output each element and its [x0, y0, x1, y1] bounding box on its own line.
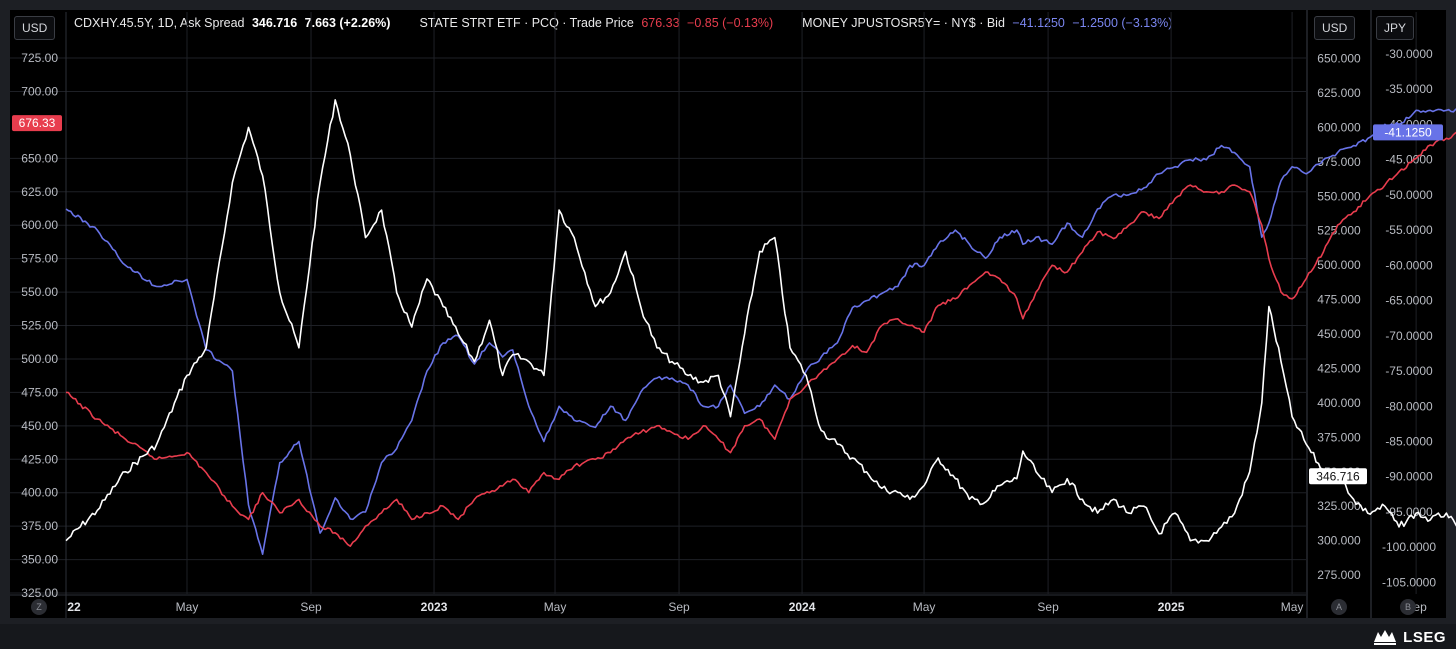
right-axis-usd-panel[interactable]: USD [1308, 10, 1370, 618]
series-line-cdxhy-spread [65, 99, 1456, 544]
jpy-current-value-tag-bg [1373, 124, 1443, 141]
right-axis-jpy-tick-label: -100.0000 [1382, 540, 1436, 554]
right-axis-jpy-tick-label: -95.0000 [1385, 505, 1433, 519]
series3-value: −41.1250 [1012, 16, 1065, 30]
left-current-value-tag-bg [12, 115, 62, 132]
series2-name[interactable]: STATE STRT ETF · PCQ · Trade Price [419, 16, 634, 30]
right-axis-jpy-tick-label: -70.0000 [1385, 329, 1433, 343]
left-axis-tick-label: 450.00 [21, 419, 58, 433]
right-axis-jpy-tick-label: -80.0000 [1385, 399, 1433, 413]
right-axis-jpy-tick-label: -105.0000 [1382, 575, 1436, 589]
series2-change: −0.85 (−0.13%) [687, 16, 774, 30]
left-axis-tick-label: 325.00 [21, 586, 58, 600]
left-axis-tick-label: 550.00 [21, 285, 58, 299]
right-axis-usd-tick-label: 625.000 [1317, 86, 1361, 100]
right-axis-jpy-tick-label: -60.0000 [1385, 258, 1433, 272]
series2-value: 676.33 [641, 16, 680, 30]
right-axis-usd-tick-label: 400.000 [1317, 396, 1361, 410]
right-axis-usd-tick-label: 500.000 [1317, 258, 1361, 272]
x-axis-tick-label: May [1281, 600, 1304, 614]
x-axis-tick-label: May [176, 600, 199, 614]
b-button[interactable]: B [1400, 599, 1416, 615]
x-axis-tick-label: Sep [668, 600, 690, 614]
jpy-current-value-tag: -41.1250 [1384, 125, 1432, 139]
right-axis-usd-tick-label: 525.000 [1317, 224, 1361, 238]
right-axis-usd-tick-label: 425.000 [1317, 361, 1361, 375]
left-axis-tick-label: 400.00 [21, 486, 58, 500]
right-axis-usd-tick-label: 375.000 [1317, 430, 1361, 444]
brand-name: LSEG [1403, 628, 1446, 646]
usd-current-value-tag: 346.716 [1316, 469, 1360, 483]
right-axis-jpy-tick-label: -85.0000 [1385, 435, 1433, 449]
x-axis-tick-label: Sep [1037, 600, 1059, 614]
left-axis-tick-label: 625.00 [21, 185, 58, 199]
a-button[interactable]: A [1331, 599, 1347, 615]
brand-logo: LSEG [1372, 627, 1446, 647]
left-current-value-tag: 676.33 [19, 116, 56, 130]
series1-name[interactable]: CDXHY.45.5Y, 1D, Ask Spread [74, 16, 245, 30]
right-axis-jpy-tick-label: -30.0000 [1385, 47, 1433, 61]
left-axis-usd-unit[interactable]: USD [14, 16, 56, 40]
right-axis-jpy-tick-label: -75.0000 [1385, 364, 1433, 378]
x-axis-tick-label: May [544, 600, 567, 614]
series-line-jpy-swap-rate [65, 108, 1456, 555]
x-axis-tick-label: May [913, 600, 936, 614]
right-axis-jpy-tick-label: -90.0000 [1385, 470, 1433, 484]
series-line-state-street-etf [65, 131, 1456, 547]
usd-current-value-tag-bg [1309, 468, 1367, 485]
right-axis-usd-tick-label: 300.000 [1317, 534, 1361, 548]
x-axis-tick-label: 2024 [789, 600, 816, 614]
x-axis-tick-label: 22 [67, 600, 81, 614]
series3-name[interactable]: MONEY JPUSTOSR5Y= · NY$ · Bid [802, 16, 1005, 30]
right-axis-jpy-unit[interactable]: JPY [1376, 16, 1415, 40]
right-axis-jpy-tick-label: -55.0000 [1385, 223, 1433, 237]
x-axis-tick-label: 2023 [421, 600, 448, 614]
left-axis-tick-label: 350.00 [21, 553, 58, 567]
right-axis-usd-tick-label: 650.000 [1317, 52, 1361, 66]
series3-change: −1.2500 (−3.13%) [1072, 16, 1173, 30]
left-axis-tick-label: 650.00 [21, 151, 58, 165]
right-axis-usd-tick-label: 550.000 [1317, 189, 1361, 203]
right-axis-jpy-tick-label: -45.0000 [1385, 153, 1433, 167]
left-axis-tick-label: 475.00 [21, 385, 58, 399]
plot-area[interactable] [10, 10, 1306, 618]
x-axis-tick-label: Sep [300, 600, 322, 614]
series1-value: 346.716 [251, 16, 298, 30]
right-axis-jpy-tick-label: -50.0000 [1385, 188, 1433, 202]
right-axis-usd-tick-label: 450.000 [1317, 327, 1361, 341]
series1-change: 7.663 (+2.26%) [304, 16, 391, 30]
left-axis-tick-label: 425.00 [21, 452, 58, 466]
chart-legend-header: CDXHY.45.5Y, 1D, Ask Spread 346.716 7.66… [74, 16, 1176, 30]
z-button[interactable]: Z [31, 599, 47, 615]
right-axis-usd-tick-label: 575.000 [1317, 155, 1361, 169]
right-axis-jpy-tick-label: -65.0000 [1385, 294, 1433, 308]
left-axis-tick-label: 700.00 [21, 84, 58, 98]
right-axis-usd-tick-label: 325.000 [1317, 499, 1361, 513]
left-axis-tick-label: 600.00 [21, 218, 58, 232]
left-axis-tick-label: 725.00 [21, 51, 58, 65]
left-axis-tick-label: 375.00 [21, 519, 58, 533]
left-axis-tick-label: 575.00 [21, 252, 58, 266]
right-axis-usd-tick-label: 475.000 [1317, 293, 1361, 307]
right-axis-usd-tick-label: 275.000 [1317, 568, 1361, 582]
left-axis-tick-label: 525.00 [21, 319, 58, 333]
right-axis-usd-tick-label: 600.000 [1317, 120, 1361, 134]
right-axis-usd-unit[interactable]: USD [1314, 16, 1356, 40]
left-axis-tick-label: 500.00 [21, 352, 58, 366]
lseg-emblem-icon [1374, 630, 1397, 645]
right-axis-jpy-tick-label: -35.0000 [1385, 82, 1433, 96]
x-axis-tick-label: 2025 [1158, 600, 1185, 614]
footer-bar [0, 624, 1456, 649]
